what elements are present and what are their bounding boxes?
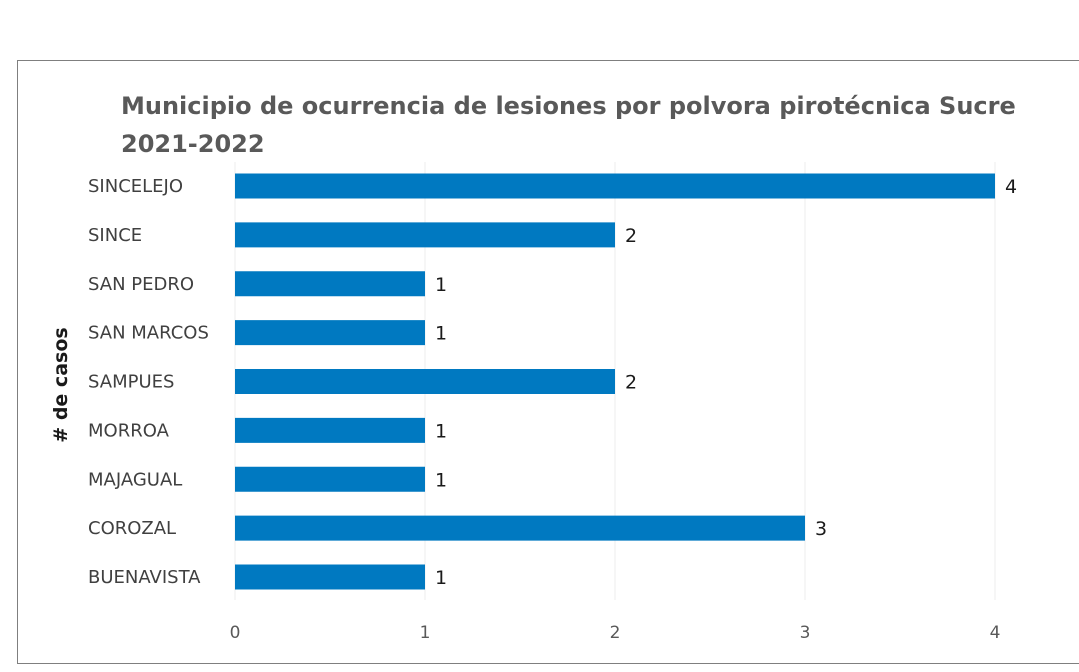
category-label: MAJAGUAL	[88, 469, 182, 490]
category-label: MORROA	[88, 420, 170, 441]
data-labels: 4 2 1 1 2 1 1 3 1	[435, 176, 1017, 589]
bar	[235, 564, 425, 590]
chart-frame	[17, 60, 1079, 664]
data-label: 4	[1005, 176, 1017, 198]
x-tick-label: 2	[610, 623, 621, 643]
data-label: 2	[625, 372, 637, 394]
data-label: 1	[435, 469, 447, 491]
data-label: 1	[435, 323, 447, 345]
x-tick-label: 4	[990, 623, 1001, 643]
x-tick-label: 1	[420, 623, 431, 643]
category-label: COROZAL	[88, 518, 176, 539]
bar	[235, 466, 425, 492]
x-tick-label: 0	[230, 623, 241, 643]
category-label: SAN PEDRO	[88, 274, 194, 295]
data-label: 2	[625, 225, 637, 247]
data-label: 1	[435, 274, 447, 296]
bar	[235, 222, 615, 248]
category-label: SAMPUES	[88, 372, 174, 393]
bars	[235, 173, 995, 590]
category-label: BUENAVISTA	[88, 567, 201, 588]
bar	[235, 320, 425, 346]
category-label: SINCELEJO	[88, 176, 183, 197]
bar	[235, 417, 425, 443]
data-label: 1	[435, 567, 447, 589]
bar	[235, 271, 425, 297]
chart-title-line-2: 2021-2022	[121, 130, 265, 158]
chart-title-line-1: Municipio de ocurrencia de lesiones por …	[121, 92, 1016, 120]
bar	[235, 173, 995, 199]
x-tick-labels: 0 1 2 3 4	[230, 623, 1001, 643]
x-tick-label: 3	[800, 623, 811, 643]
bar	[235, 515, 805, 541]
data-label: 1	[435, 420, 447, 442]
y-axis-label: # de casos	[50, 327, 72, 442]
category-label: SINCE	[88, 225, 142, 246]
category-labels: SINCELEJO SINCE SAN PEDRO SAN MARCOS SAMPUES…	[88, 176, 209, 588]
bar	[235, 369, 615, 394]
data-label: 3	[815, 518, 827, 540]
category-label: SAN MARCOS	[88, 323, 209, 344]
